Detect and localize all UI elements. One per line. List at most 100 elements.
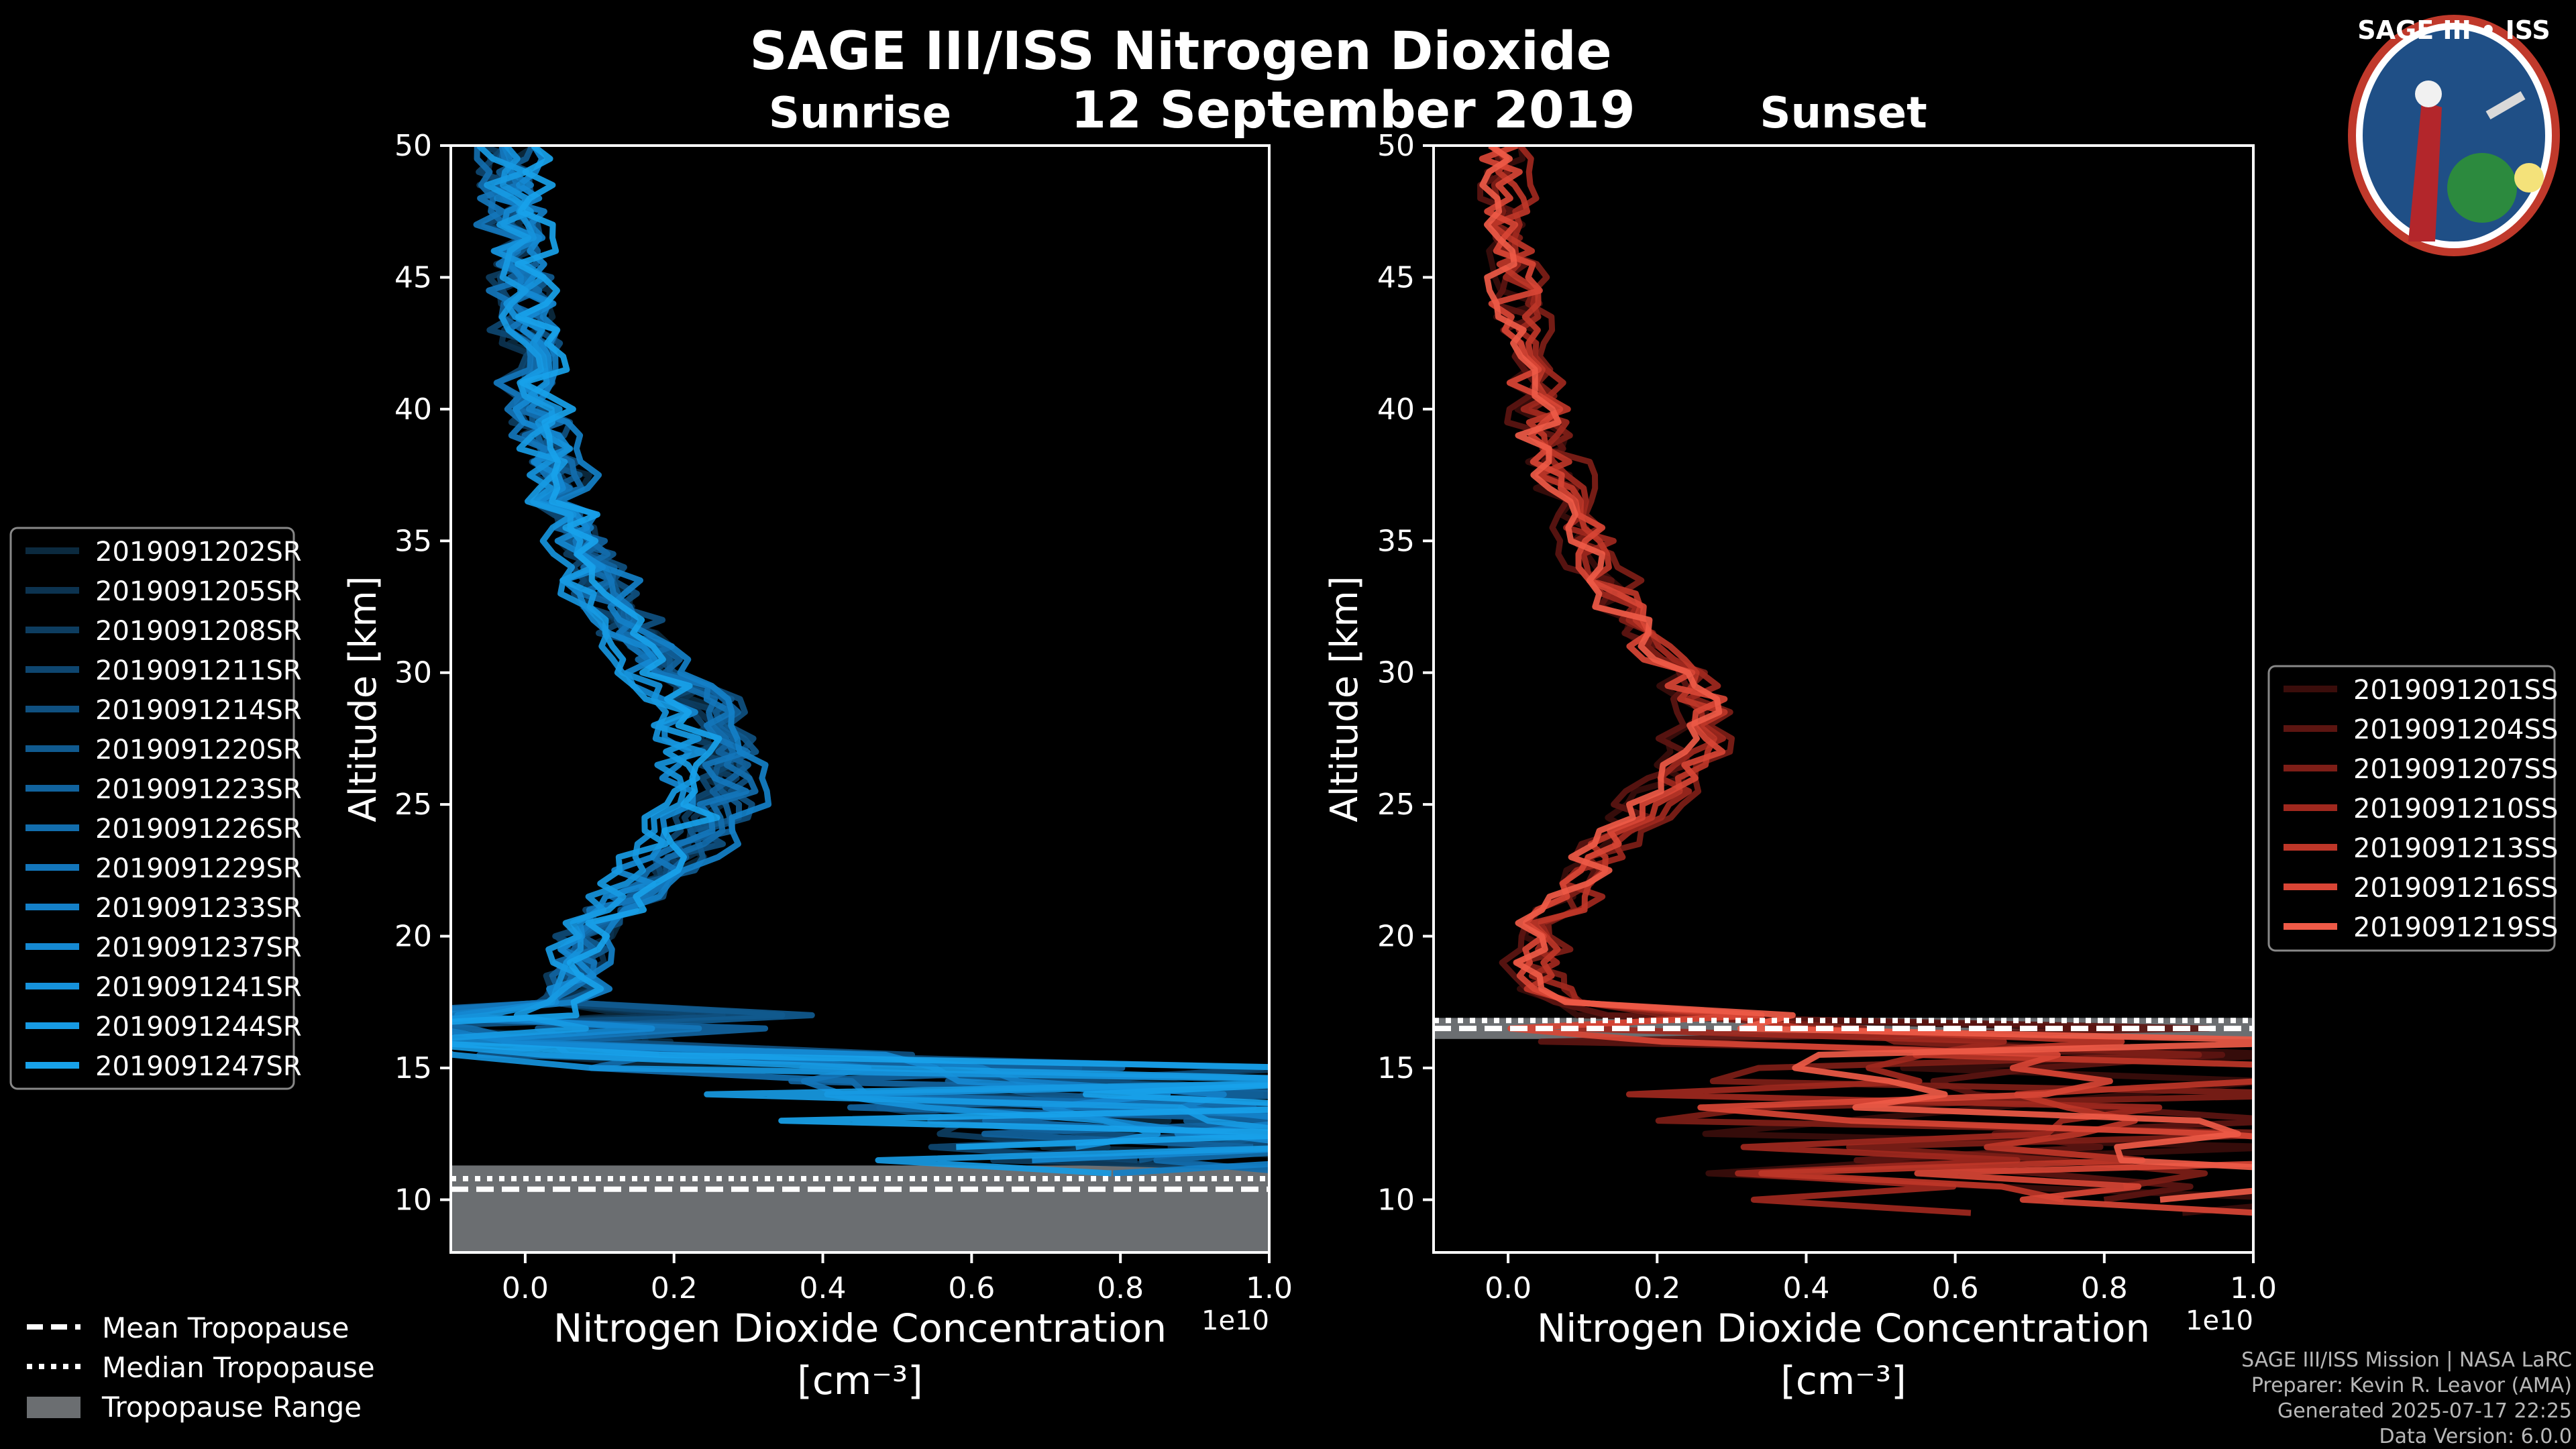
sunrise-y-tick-label: 15	[394, 1051, 432, 1085]
sunset-y-tick-label: 20	[1377, 920, 1415, 954]
logo-figure-icon	[2408, 101, 2442, 241]
sunrise-legend-label-2019091241SR: 2019091241SR	[95, 972, 302, 1003]
sunset-x-multiplier: 1e10	[2186, 1305, 2253, 1336]
sunset-legend-label-2019091204SS: 2019091204SS	[2353, 714, 2558, 745]
sunset-axes: 0.0 0.2 0.4 0.6 0.8 1.0 10 15 20 25 30 35 40 45 50	[1377, 129, 2277, 1305]
sunset-series-line-2019091213SS	[1488, 146, 2253, 1203]
sunrise-legend-label-2019091214SR: 2019091214SR	[95, 695, 302, 726]
mean-tropopause-label: Mean Tropopause	[102, 1311, 349, 1344]
sunset-series-group	[1434, 146, 2253, 1216]
sunset-y-tick-label: 40	[1377, 392, 1415, 427]
sunrise-plot: 0.0 0.2 0.4 0.6 0.8 1.0 10 15 20 25 30 35 40 45 50 Alt…	[341, 129, 1293, 1403]
sunset-y-tick-label: 25	[1377, 788, 1415, 822]
sunset-y-axis-label: Altitude [km]	[1323, 576, 1366, 822]
sunset-series-line-2019091219SS	[1479, 146, 2253, 1203]
sunset-legend-label-2019091210SS: 2019091210SS	[2353, 794, 2558, 824]
footer-generated: Generated 2025-07-17 22:25	[2277, 1399, 2572, 1423]
sunrise-y-tick-label: 30	[394, 656, 432, 690]
sunset-x-axis-label: Nitrogen Dioxide Concentration	[1537, 1305, 2150, 1351]
logo-sun-icon	[2514, 163, 2544, 193]
sunrise-y-tick-label: 25	[394, 788, 432, 822]
footer-credits: SAGE III/ISS Mission | NASA LaRC Prepare…	[2241, 1348, 2572, 1448]
sunset-y-tick-label: 50	[1377, 129, 1415, 163]
sunrise-panel-title: Sunrise	[769, 89, 951, 138]
median-tropopause-label: Median Tropopause	[102, 1351, 375, 1384]
sunrise-legend: 2019091202SR 2019091205SR 2019091208SR 2019…	[9, 527, 302, 1090]
logo-earth-icon	[2447, 153, 2517, 223]
sunrise-legend-label-2019091220SR: 2019091220SR	[95, 735, 302, 765]
logo-head-icon	[2415, 80, 2442, 107]
sunrise-series-line-2019091237SR	[451, 146, 1269, 1163]
sunset-y-tick-label: 45	[1377, 260, 1415, 294]
sunset-axes-frame	[1432, 144, 2255, 1254]
footer-preparer: Preparer: Kevin R. Leavor (AMA)	[2251, 1374, 2572, 1397]
logo-text: SAGE III • ISS	[2357, 15, 2551, 45]
sunrise-x-axis-units: [cm⁻³]	[797, 1358, 923, 1403]
sunrise-legend-label-2019091223SR: 2019091223SR	[95, 774, 302, 805]
sunrise-legend-label-2019091229SR: 2019091229SR	[95, 853, 302, 884]
sunset-x-tick-label: 0.0	[1485, 1271, 1532, 1305]
figure-date: 12 September 2019	[1071, 80, 1635, 140]
sunrise-x-tick-label: 1.0	[1246, 1271, 1293, 1305]
sunset-x-tick-label: 0.6	[1932, 1271, 1979, 1305]
sunrise-legend-label-2019091233SR: 2019091233SR	[95, 893, 302, 924]
figure-title: SAGE III/ISS Nitrogen Dioxide	[749, 21, 1611, 82]
sunset-x-tick-label: 1.0	[2230, 1271, 2277, 1305]
sunrise-y-tick-label: 40	[394, 392, 432, 427]
sunrise-y-tick-label: 45	[394, 260, 432, 294]
logo-field	[2363, 30, 2545, 241]
sunset-legend-box	[2267, 665, 2556, 952]
sunset-series-line-2019091204SS	[1477, 146, 2253, 1203]
sunrise-legend-label-2019091247SR: 2019091247SR	[95, 1051, 302, 1082]
sunset-y-tick-label: 35	[1377, 524, 1415, 558]
sunrise-series-line-2019091241SR	[451, 146, 1269, 1150]
sunset-y-tick-label: 10	[1377, 1183, 1415, 1217]
sunset-x-tick-label: 0.8	[2081, 1271, 2128, 1305]
sunset-x-axis-units: [cm⁻³]	[1780, 1358, 1907, 1403]
footer-mission: SAGE III/ISS Mission | NASA LaRC	[2241, 1348, 2572, 1372]
sunrise-legend-label-2019091205SR: 2019091205SR	[95, 576, 302, 607]
sunset-y-tick-label: 15	[1377, 1051, 1415, 1085]
sunrise-x-axis-label: Nitrogen Dioxide Concentration	[553, 1305, 1167, 1351]
sunrise-x-tick-label: 0.6	[948, 1271, 995, 1305]
sunset-legend-label-2019091201SS: 2019091201SS	[2353, 675, 2558, 706]
sunrise-y-tick-label: 50	[394, 129, 432, 163]
sunrise-x-tick-label: 0.8	[1097, 1271, 1144, 1305]
sunrise-x-tick-label: 0.0	[502, 1271, 549, 1305]
sunrise-legend-label-2019091237SR: 2019091237SR	[95, 932, 302, 963]
sunset-legend-label-2019091213SS: 2019091213SS	[2353, 833, 2558, 864]
sunrise-legend-label-2019091208SR: 2019091208SR	[95, 616, 302, 647]
sunrise-legend-label-2019091211SR: 2019091211SR	[95, 655, 302, 686]
sunset-panel-title: Sunset	[1760, 89, 1927, 138]
sunset-y-tick-label: 30	[1377, 656, 1415, 690]
sunrise-axes: 0.0 0.2 0.4 0.6 0.8 1.0 10 15 20 25 30 35 40 45 50	[394, 129, 1293, 1305]
sunrise-legend-label-2019091202SR: 2019091202SR	[95, 537, 302, 568]
sage-iii-iss-logo: SAGE III • ISS	[2348, 15, 2560, 256]
sunrise-y-tick-label: 10	[394, 1183, 432, 1217]
sunset-x-tick-label: 0.2	[1633, 1271, 1680, 1305]
sunrise-y-tick-label: 35	[394, 524, 432, 558]
sunrise-x-tick-label: 0.2	[651, 1271, 698, 1305]
sunrise-series-line-2019091247SR	[451, 146, 1269, 1150]
sunrise-legend-label-2019091244SR: 2019091244SR	[95, 1012, 302, 1042]
sunrise-series-group	[451, 146, 1269, 1192]
sunset-legend-label-2019091219SS: 2019091219SS	[2353, 912, 2558, 943]
sunset-plot: 0.0 0.2 0.4 0.6 0.8 1.0 10 15 20 25 30 35 40 45 50 Alt…	[1323, 129, 2277, 1403]
sunrise-y-tick-label: 20	[394, 920, 432, 954]
logo-iss-icon	[2485, 91, 2526, 120]
footer-data-version: Data Version: 6.0.0	[2379, 1425, 2572, 1448]
sunrise-legend-box	[9, 527, 295, 1090]
sunset-x-tick-label: 0.4	[1782, 1271, 1829, 1305]
tropopause-range-swatch	[27, 1397, 80, 1418]
sunrise-series-line-2019091244SR	[451, 146, 1269, 1177]
tropopause-range-label: Tropopause Range	[101, 1391, 362, 1424]
sunset-legend-label-2019091207SS: 2019091207SS	[2353, 754, 2558, 785]
tropopause-legend: Mean Tropopause Median Tropopause Tropop…	[27, 1311, 375, 1424]
sunrise-x-multiplier: 1e10	[1201, 1305, 1269, 1336]
sunrise-y-axis-label: Altitude [km]	[341, 576, 385, 822]
sunrise-legend-label-2019091226SR: 2019091226SR	[95, 814, 302, 845]
sunset-legend-label-2019091216SS: 2019091216SS	[2353, 873, 2558, 904]
sunset-legend: 2019091201SS 2019091204SS 2019091207SS 2019…	[2267, 665, 2558, 952]
sunrise-axes-frame	[449, 144, 1271, 1254]
